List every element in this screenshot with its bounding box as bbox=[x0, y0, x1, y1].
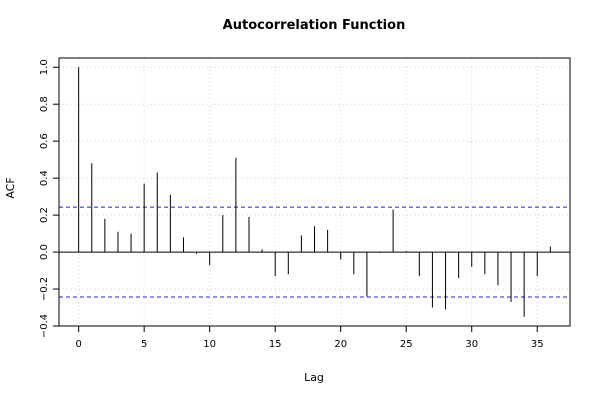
y-tick-label: 0.4 bbox=[39, 170, 50, 186]
x-tick-label: 35 bbox=[531, 339, 544, 350]
x-tick-label: 15 bbox=[269, 339, 282, 350]
plot-frame bbox=[58, 57, 571, 327]
y-tick-label: 1.0 bbox=[39, 59, 50, 75]
x-tick-label: 20 bbox=[334, 339, 347, 350]
x-tick-label: 10 bbox=[203, 339, 216, 350]
x-tick-label: 25 bbox=[400, 339, 413, 350]
y-tick-label: −0.4 bbox=[39, 314, 50, 338]
grid-layer bbox=[59, 58, 570, 327]
x-axis-label: Lag bbox=[304, 371, 324, 384]
y-tick-label: −0.2 bbox=[39, 277, 50, 301]
chart-title: Autocorrelation Function bbox=[223, 18, 406, 33]
x-tick-label: 0 bbox=[75, 339, 81, 350]
y-axis-label: ACF bbox=[4, 177, 17, 198]
y-tick-label: 0.8 bbox=[39, 96, 50, 112]
x-tick-label: 5 bbox=[141, 339, 147, 350]
x-tick-label: 30 bbox=[465, 339, 478, 350]
acf-bars bbox=[59, 67, 570, 317]
y-tick-label: 0.2 bbox=[39, 207, 50, 223]
y-tick-label: 0.0 bbox=[39, 244, 50, 260]
axes: 0 5 10 15 20 25 30 35 −0.4 −0.2 0.0 0.2 0.4 0.6 0.8 1.0 bbox=[39, 57, 571, 350]
y-tick-label: 0.6 bbox=[39, 133, 50, 149]
